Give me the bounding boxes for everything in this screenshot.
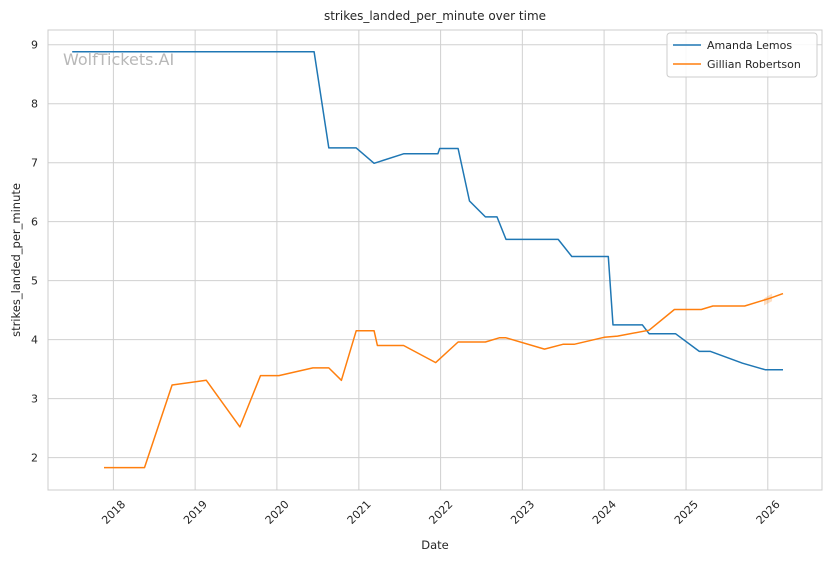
x-axis-title: Date: [421, 538, 449, 552]
y-tick-label: 6: [31, 216, 38, 229]
legend-label-amanda-lemos: Amanda Lemos: [707, 39, 792, 52]
legend-label-gillian-robertson: Gillian Robertson: [707, 58, 801, 71]
y-tick-label: 3: [31, 393, 38, 406]
legend-box: [666, 32, 818, 78]
y-tick-label: 8: [31, 98, 38, 111]
series-line-gillian-robertson: [104, 292, 784, 469]
legend: Amanda Lemos Gillian Robertson: [666, 32, 818, 78]
y-tick-label: 7: [31, 157, 38, 170]
chart-title: strikes_landed_per_minute over time: [324, 9, 546, 23]
grid: [48, 30, 822, 490]
y-tick-label: 5: [31, 275, 38, 288]
y-axis-title: strikes_landed_per_minute: [9, 183, 23, 337]
series-line-amanda-lemos: [72, 51, 783, 371]
plot-area-frame: [47, 29, 823, 491]
y-tick-label: 9: [31, 39, 38, 52]
series-layer: [72, 51, 784, 469]
y-tick-label: 2: [31, 452, 38, 465]
y-tick-label: 4: [31, 334, 38, 347]
watermark-text: WolfTickets.AI: [63, 50, 174, 69]
